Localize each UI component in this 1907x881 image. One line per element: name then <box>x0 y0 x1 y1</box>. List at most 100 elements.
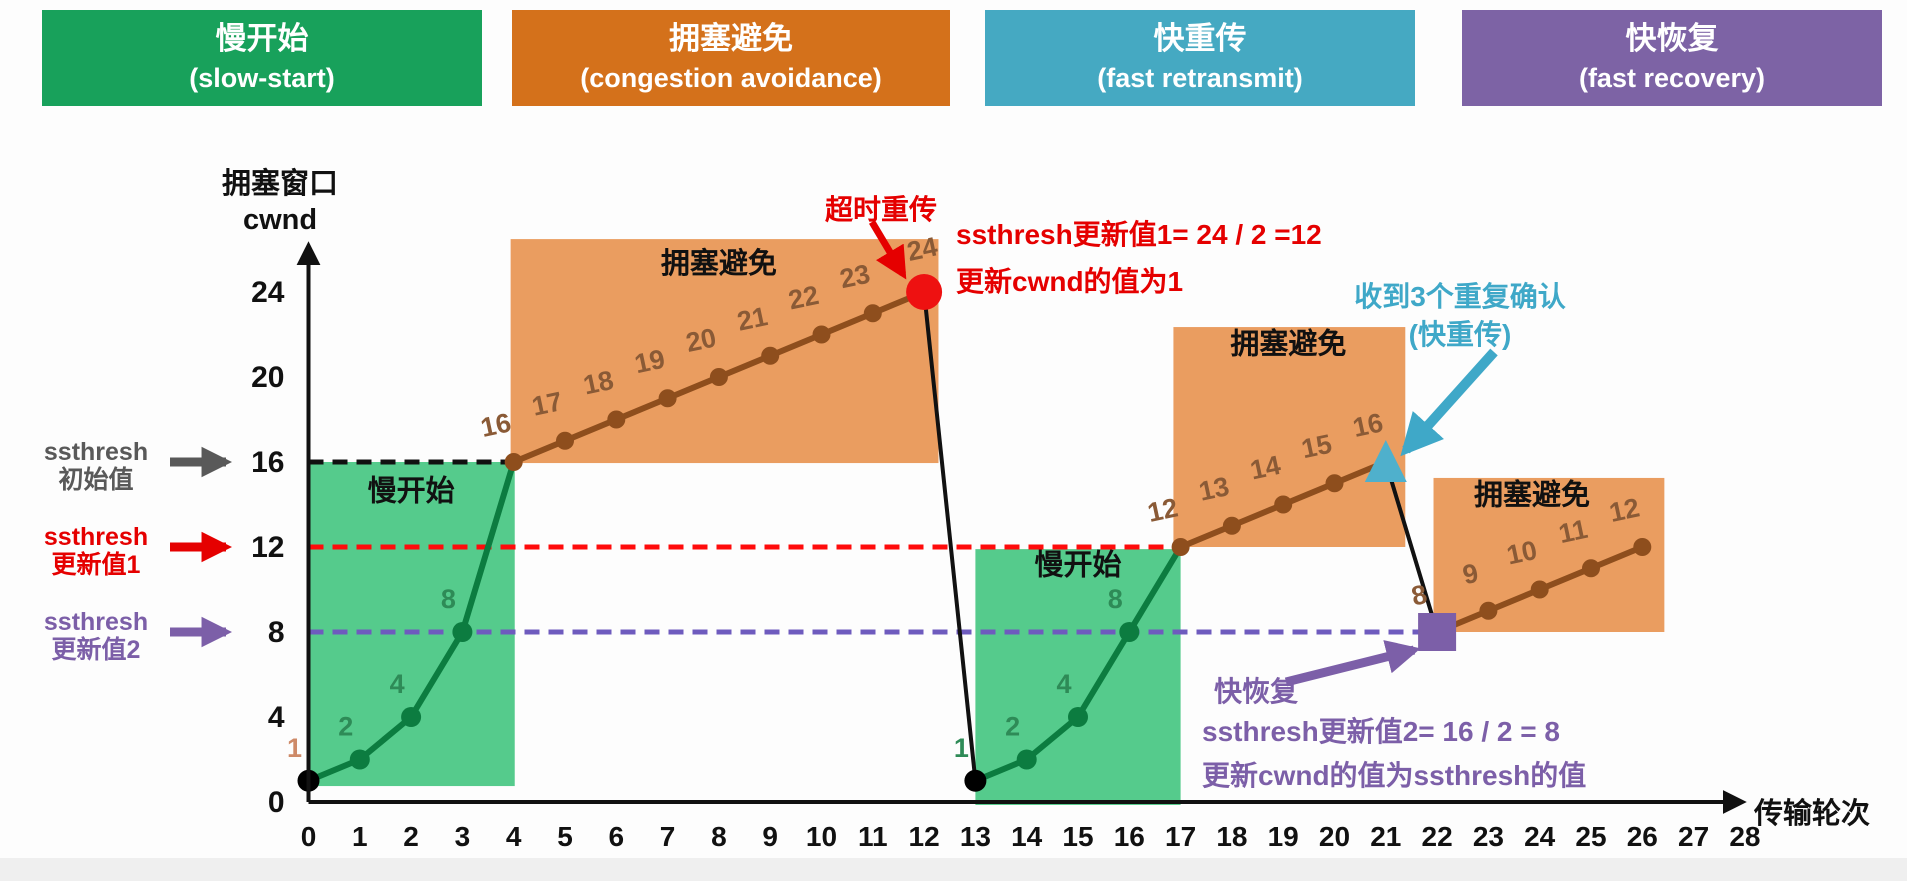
x-tick-label: 3 <box>455 821 471 852</box>
phase-label-cn: 快重传 <box>1153 21 1247 56</box>
fast-recovery-label: 快恢复 <box>1214 676 1299 707</box>
slow-start-1-point-label: 8 <box>441 584 456 614</box>
x-tick-label: 13 <box>960 821 991 852</box>
x-tick-label: 4 <box>506 821 522 852</box>
congestion-avoidance-1-point <box>504 453 523 471</box>
phase-label-en: (congestion avoidance) <box>580 63 882 93</box>
y-tick-label: 4 <box>268 701 285 734</box>
congestion-avoidance-2-point-label: 15 <box>1299 429 1335 465</box>
congestion-avoidance-1-point <box>709 368 728 386</box>
x-tick-label: 17 <box>1165 821 1196 852</box>
y-tick-label: 24 <box>251 276 285 309</box>
congestion-avoidance-1-point <box>761 346 780 365</box>
congestion-avoidance-2-point <box>1274 495 1293 514</box>
ssthresh-update2-line1: ssthresh <box>43 608 149 636</box>
x-tick-label: 21 <box>1370 821 1401 852</box>
slow-start-2-point-label: 8 <box>1108 584 1123 614</box>
fast-retransmit-point <box>1364 440 1407 482</box>
congestion-avoidance-1-point <box>658 389 677 408</box>
phase-label-en: (fast recovery) <box>1578 63 1766 93</box>
cwnd-set-to-ssthresh-note: 更新cwnd的值为ssthresh的值 <box>1202 760 1587 791</box>
y-axis-title: 拥塞窗口 cwnd <box>205 166 355 238</box>
slow-start-1-point-label: 1 <box>287 733 302 763</box>
phase-region-label: 拥塞避免 <box>1474 478 1590 512</box>
bottom-band <box>0 858 1907 881</box>
y-axis-title-line2: cwnd <box>242 204 318 236</box>
ssthresh-update1-label: ssthresh 更新值1 <box>16 523 176 579</box>
x-tick-label: 20 <box>1319 821 1350 852</box>
slow-start-2-point-label: 2 <box>1005 712 1020 742</box>
phase-box-congestion-avoidance: 拥塞避免 (congestion avoidance) <box>512 10 950 106</box>
phase-region-label: 慢开始 <box>368 474 455 507</box>
phase-label-en: (slow-start) <box>189 63 335 93</box>
x-tick-label: 25 <box>1575 821 1606 852</box>
dup-ack-note-line2: (快重传) <box>1408 319 1512 350</box>
y-tick-label: 12 <box>251 531 284 564</box>
phase-label-cn: 快恢复 <box>1625 21 1719 56</box>
phase-box-fast-recovery: 快恢复 (fast recovery) <box>1462 10 1882 106</box>
congestion-avoidance-1-point <box>812 325 831 344</box>
congestion-avoidance-3-point-label: 12 <box>1607 492 1643 528</box>
phase-region-label: 拥塞避免 <box>661 246 777 280</box>
ssthresh-update1-line2: 更新值1 <box>51 551 141 579</box>
congestion-avoidance-2-point <box>1171 538 1190 556</box>
x-tick-label: 6 <box>609 821 625 852</box>
ssthresh-update2-formula: ssthresh更新值2= 16 / 2 = 8 <box>1202 716 1560 747</box>
cwnd-reset-note: 更新cwnd的值为1 <box>956 266 1184 297</box>
x-tick-label: 24 <box>1524 821 1556 852</box>
slow-start-1-point <box>349 749 370 770</box>
timeout-drop-line <box>922 290 978 783</box>
slow-start-2-point-label: 4 <box>1056 669 1071 699</box>
x-tick-label: 27 <box>1678 821 1709 852</box>
slow-start-1-point <box>401 707 422 727</box>
x-tick-label: 14 <box>1011 821 1043 852</box>
phase-region-label: 拥塞避免 <box>1230 327 1346 361</box>
timeout-retransmit-point <box>906 274 943 310</box>
congestion-avoidance-1-point <box>607 410 626 429</box>
congestion-avoidance-1-point-label: 19 <box>632 344 668 380</box>
y-tick-label: 0 <box>268 786 285 819</box>
x-tick-label: 7 <box>660 821 676 852</box>
fast-recovery-drop-line <box>1383 460 1440 634</box>
timeout-retransmit-label: 超时重传 <box>824 194 937 225</box>
x-tick-label: 18 <box>1216 821 1247 852</box>
x-tick-label: 2 <box>403 821 419 852</box>
x-tick-label: 28 <box>1729 821 1760 852</box>
x-tick-label: 8 <box>711 821 727 852</box>
annotation-arrow <box>1284 640 1421 687</box>
ssthresh-update1-line1: ssthresh <box>43 523 149 551</box>
congestion-avoidance-3-point-label: 11 <box>1556 514 1590 549</box>
y-tick-label: 8 <box>268 616 285 649</box>
phase-region-label: 慢开始 <box>1034 549 1121 582</box>
congestion-avoidance-1-point-label: 17 <box>529 386 565 422</box>
congestion-avoidance-2-point-label: 13 <box>1196 471 1232 507</box>
slow-start-1-point-label: 4 <box>390 669 405 699</box>
congestion-avoidance-2-point <box>1325 474 1344 493</box>
ssthresh-initial-label: ssthresh 初始值 <box>16 438 176 494</box>
slow-start-region-1 <box>309 462 515 787</box>
annotation-arrow <box>1400 348 1498 457</box>
phase-label-en: (fast retransmit) <box>1097 63 1303 93</box>
congestion-avoidance-1-point <box>863 304 882 323</box>
congestion-avoidance-1-point-label: 18 <box>581 365 617 401</box>
congestion-avoidance-3-point-label: 9 <box>1460 558 1481 590</box>
ssthresh-update2-label: ssthresh 更新值2 <box>16 608 176 664</box>
x-tick-label: 0 <box>301 821 317 852</box>
congestion-avoidance-1-point-label: 22 <box>786 280 822 316</box>
slow-start-2-point <box>964 769 987 792</box>
x-tick-label: 15 <box>1062 821 1093 852</box>
congestion-avoidance-1-point-label: 16 <box>478 407 514 443</box>
ssthresh-initial-line1: ssthresh <box>43 438 149 466</box>
congestion-avoidance-2-point <box>1222 516 1241 535</box>
x-tick-label: 12 <box>909 821 940 852</box>
slow-start-1-point <box>452 622 473 642</box>
slow-start-2-point-label: 1 <box>954 733 969 763</box>
y-tick-label: 16 <box>251 446 284 479</box>
congestion-avoidance-region-1 <box>510 239 939 464</box>
slow-start-2-point <box>1016 749 1037 770</box>
congestion-avoidance-1-point <box>556 431 574 450</box>
congestion-avoidance-3-point <box>1633 538 1652 556</box>
x-tick-label: 11 <box>858 821 888 852</box>
